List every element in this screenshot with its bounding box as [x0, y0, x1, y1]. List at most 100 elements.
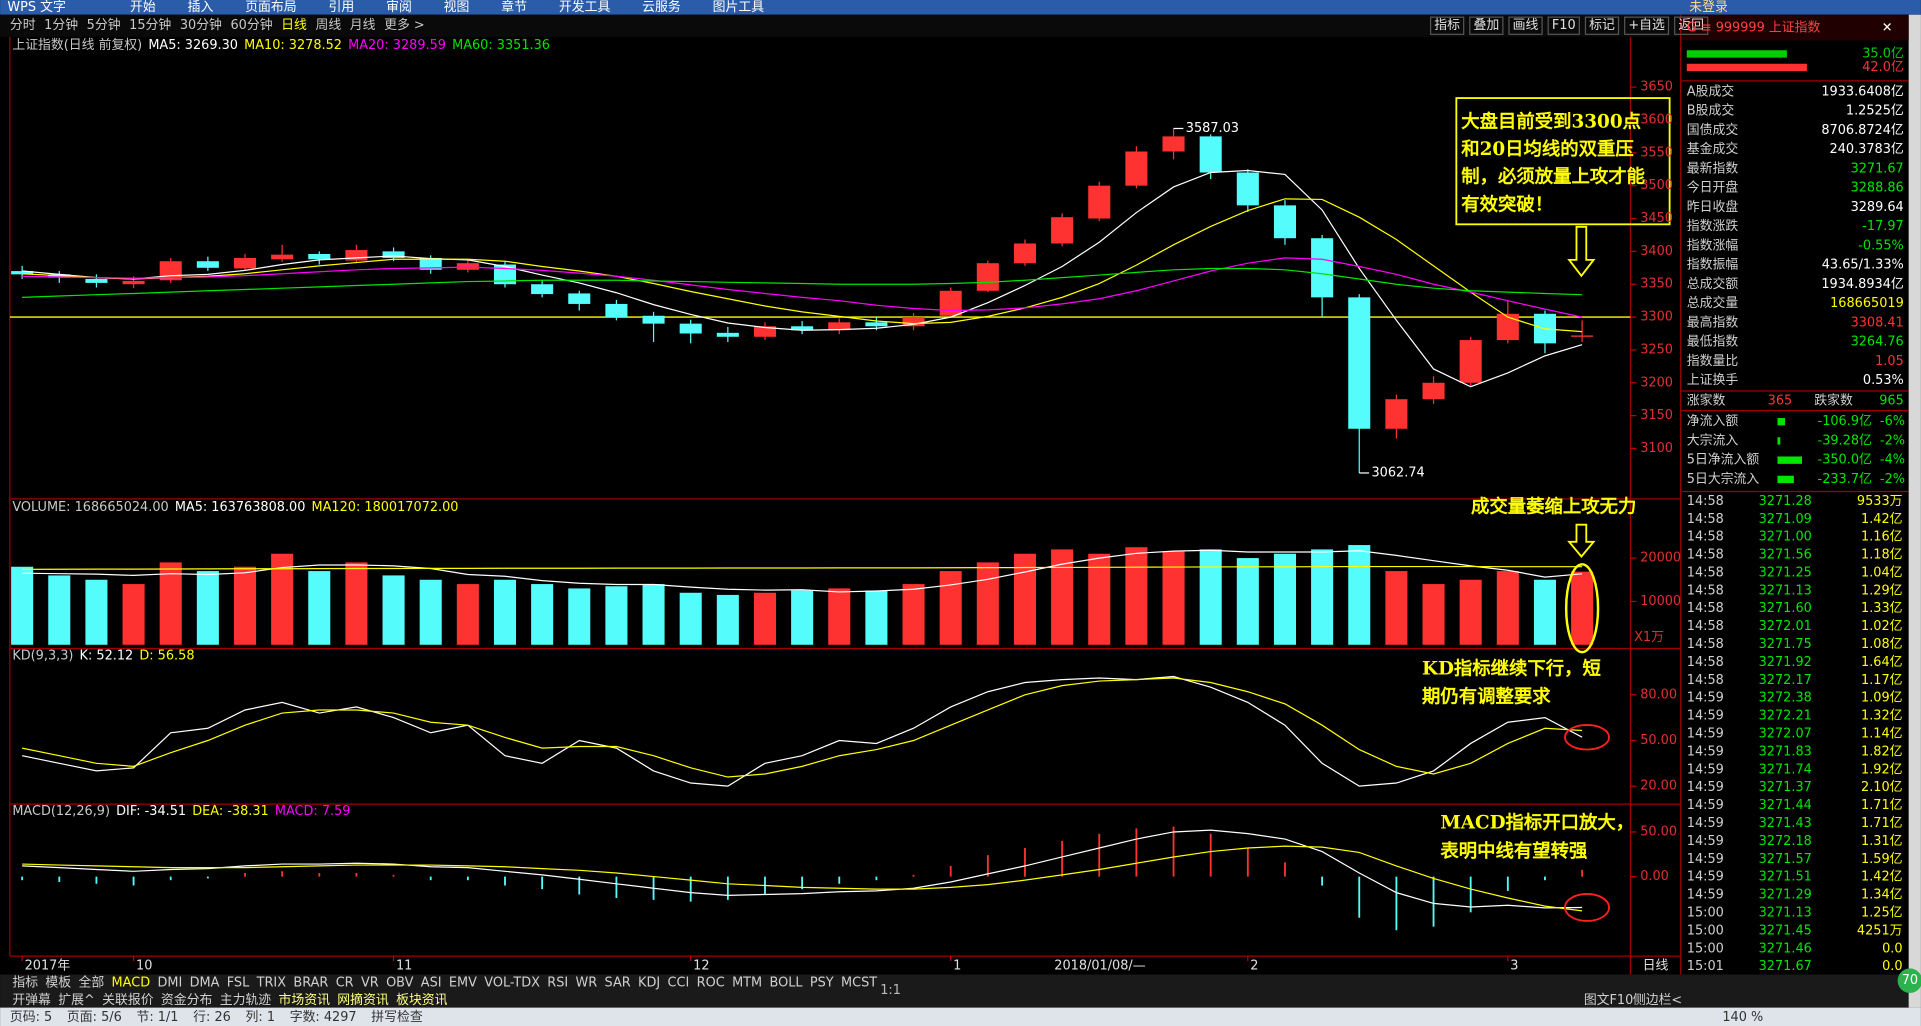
volume-bar — [1311, 549, 1334, 645]
indicator-tab[interactable]: 全部 — [78, 975, 104, 991]
period-button[interactable]: 日线 — [281, 18, 307, 33]
indicator-tab[interactable]: CCI — [668, 976, 690, 991]
tool-button[interactable]: 叠加 — [1473, 18, 1499, 33]
period-button[interactable]: 更多 > — [384, 18, 425, 33]
wps-tab[interactable]: 云服务 — [642, 0, 681, 15]
period-button[interactable]: 60分钟 — [231, 17, 273, 33]
wps-tab[interactable]: 审阅 — [386, 0, 412, 15]
candle-body — [382, 251, 405, 258]
indicator-tab[interactable]: SAR — [605, 976, 631, 991]
wps-tab[interactable]: 页面布局 — [245, 0, 296, 15]
y-tick-label: 3300 — [1640, 310, 1673, 325]
wps-tab[interactable]: WPS 文字 — [7, 0, 65, 15]
candle-body — [1385, 399, 1408, 429]
info-tab[interactable]: 市场资讯 — [279, 992, 331, 1008]
indicator-tab[interactable]: BOLL — [769, 976, 803, 991]
indicator-tab[interactable]: EMV — [449, 976, 477, 991]
period-button[interactable]: 30分钟 — [180, 17, 222, 33]
indicator-tab[interactable]: OBV — [386, 976, 414, 991]
indicator-tab[interactable]: FSL — [227, 976, 250, 991]
tool-button[interactable]: 指标 — [1434, 18, 1460, 33]
indicator-tab[interactable]: RSI — [547, 976, 568, 991]
tool-button[interactable]: 返回 — [1678, 18, 1704, 33]
tool-button[interactable]: 标记 — [1589, 18, 1615, 33]
info-right[interactable]: 图文F10 — [1584, 993, 1633, 1008]
trade-volume: 1.08亿 — [1861, 637, 1903, 652]
quote-value: 43.65/1.33% — [1822, 258, 1904, 273]
wps-tab[interactable]: 视图 — [444, 0, 470, 15]
info-tab[interactable]: 扩展^ — [58, 993, 94, 1008]
indicator-tab[interactable]: MACD — [112, 976, 151, 991]
candle-body — [531, 284, 554, 295]
info-tab[interactable]: 板块资讯 — [396, 993, 448, 1008]
indicator-tab[interactable]: ROC — [697, 976, 725, 991]
quote-bar-label: 42.0亿 — [1862, 60, 1904, 75]
indicator-tab[interactable]: MTM — [732, 976, 762, 991]
indicator-tab[interactable]: DMA — [190, 976, 220, 991]
period-button[interactable]: 5分钟 — [87, 17, 121, 33]
indicator-tab[interactable]: MCST — [841, 976, 877, 991]
login[interactable]: 未登录 — [1689, 0, 1728, 15]
quote-label: 指数量比 — [1687, 354, 1739, 369]
trade-time: 14:59 — [1687, 780, 1724, 795]
badge[interactable] — [1897, 968, 1921, 993]
period-button[interactable]: 月线 — [350, 18, 376, 33]
trade-price: 3271.57 — [1759, 852, 1812, 867]
indicator-tab[interactable]: BRAR — [293, 976, 328, 991]
annotation: 大盘目前受到3300点 — [1461, 111, 1641, 133]
info-tab[interactable]: 网摘资讯 — [337, 992, 389, 1008]
tool-button[interactable]: F10 — [1552, 18, 1576, 33]
indicator-tab[interactable]: CR — [336, 976, 354, 991]
legend-item: MA60: 3351.36 — [452, 38, 550, 53]
indicator-tab[interactable]: TRIX — [256, 976, 287, 991]
wps-tab[interactable]: 引用 — [329, 0, 355, 15]
volume-bar — [939, 571, 962, 645]
y-tick-label: 80.00 — [1640, 687, 1677, 702]
indicator-tab[interactable]: ASI — [421, 976, 442, 991]
candle-body — [791, 326, 814, 331]
indicator-tab[interactable]: VOL-TDX — [484, 976, 540, 991]
info-right[interactable]: 侧边栏< — [1633, 993, 1682, 1008]
wps-tab[interactable]: 插入 — [188, 0, 214, 15]
scrollbar[interactable] — [1908, 14, 1921, 1008]
close-button[interactable]: ✕ — [1882, 21, 1893, 36]
trade-time: 14:58 — [1687, 512, 1724, 527]
quote-value: 3289.64 — [1851, 200, 1904, 215]
info-tab[interactable]: 关联报价 — [102, 993, 154, 1008]
wps-tab[interactable]: 开发工具 — [559, 0, 611, 15]
candle-body — [1311, 238, 1334, 298]
trade-price: 3271.28 — [1759, 494, 1812, 509]
wps-tab[interactable]: 图片工具 — [713, 0, 765, 15]
indicator-tab[interactable]: 指标 — [12, 976, 38, 991]
flow-value: -233.7亿 — [1818, 472, 1872, 487]
wps-title-bar — [0, 0, 1921, 15]
indicator-tab[interactable]: PSY — [810, 976, 834, 991]
y-tick-label: 3200 — [1640, 375, 1673, 390]
period-button[interactable]: 1分钟 — [44, 17, 78, 33]
candle-body — [271, 254, 294, 260]
tool-button[interactable]: 画线 — [1513, 18, 1539, 33]
indicator-tab[interactable]: WR — [576, 976, 598, 991]
trade-price: 3271.44 — [1759, 798, 1812, 813]
status-item: 节: 1/1 — [136, 1010, 178, 1025]
info-tab[interactable]: 开弹幕 — [12, 993, 51, 1008]
tool-button[interactable]: +自选 — [1628, 18, 1665, 33]
candle-body — [122, 280, 145, 285]
period-button[interactable]: 周线 — [315, 18, 341, 33]
indicator-tab[interactable]: KDJ — [638, 976, 660, 991]
period-bar — [0, 14, 1921, 37]
info-tab[interactable]: 主力轨迹 — [220, 993, 272, 1008]
period-button[interactable]: 15分钟 — [129, 17, 171, 33]
indicator-tab[interactable]: VR — [361, 976, 379, 991]
annotation: 期仍有调整要求 — [1422, 685, 1551, 707]
period-button[interactable]: 分时 — [10, 18, 36, 33]
info-tab[interactable]: 资金分布 — [161, 992, 213, 1008]
candle-body — [1199, 136, 1222, 173]
wps-tab[interactable]: 章节 — [501, 0, 527, 15]
indicator-tab[interactable]: 模板 — [45, 976, 71, 991]
volume-bar — [233, 566, 257, 645]
wps-tab[interactable]: 开始 — [130, 0, 156, 15]
indicator-tab[interactable]: DMI — [157, 976, 182, 991]
candle-body — [493, 264, 517, 285]
trade-price: 3271.92 — [1759, 655, 1812, 670]
